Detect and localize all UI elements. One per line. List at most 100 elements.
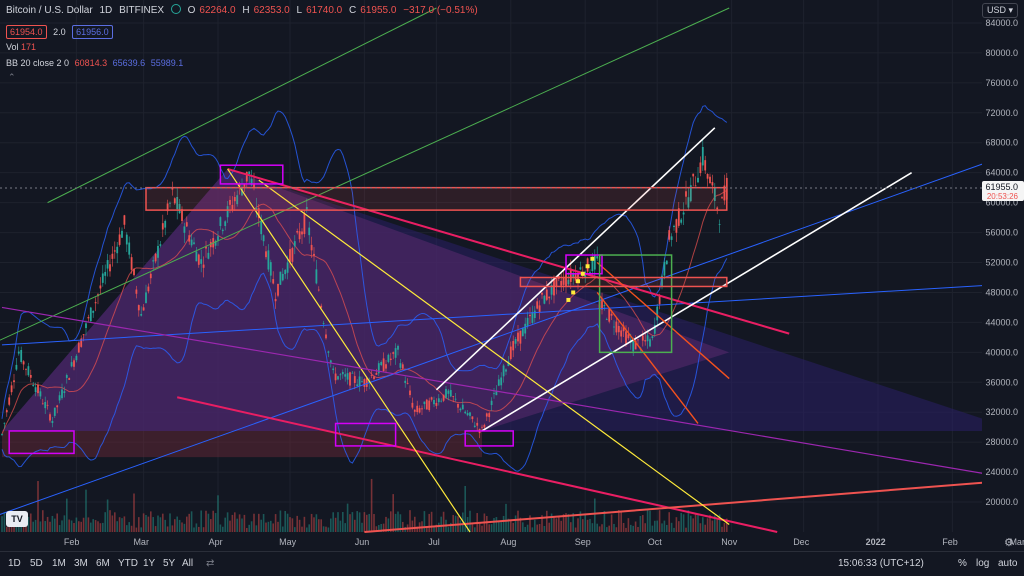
volume-bar: [380, 523, 382, 532]
candle-body: [195, 251, 198, 262]
volume-bar: [577, 518, 579, 532]
volume-bar: [154, 526, 157, 532]
volume-bar: [630, 524, 632, 532]
candle-body: [459, 408, 462, 411]
volume-bar: [176, 516, 178, 532]
volume-bar: [284, 510, 286, 532]
auto-toggle[interactable]: auto: [998, 558, 1018, 569]
volume-bar: [531, 527, 534, 532]
timeframe-5d[interactable]: 5D: [30, 558, 43, 569]
candle-body: [579, 267, 582, 270]
bollinger-legend[interactable]: BB 20 close 2 0 60814.3 65639.6 55989.1: [6, 58, 183, 68]
symbol-name[interactable]: Bitcoin / U.S. Dollar: [6, 5, 93, 16]
volume-bar: [726, 518, 728, 532]
candle-body: [601, 298, 603, 310]
volume-bars: [1, 478, 728, 532]
clock-time[interactable]: 15:06:33 (UTC+12): [838, 558, 924, 569]
volume-bar: [464, 485, 466, 532]
percent-toggle[interactable]: %: [958, 558, 967, 569]
candle-body: [49, 414, 51, 421]
timeframe-1y[interactable]: 1Y: [143, 558, 156, 569]
bid-button[interactable]: 61954.0: [6, 25, 47, 39]
tradingview-logo-icon[interactable]: TV: [6, 511, 28, 527]
candle-body: [101, 273, 104, 283]
candle-body: [464, 411, 467, 414]
goto-date-icon[interactable]: ⇄: [206, 558, 215, 569]
volume-bar: [459, 520, 462, 532]
volume-bar: [642, 515, 644, 532]
candle-body: [224, 221, 227, 227]
volume-bar: [697, 515, 699, 532]
volume-bar: [130, 525, 133, 532]
volume-bar: [658, 510, 661, 532]
pink-support-line: [176, 396, 778, 533]
volume-bar: [430, 511, 433, 532]
volume-bar: [526, 524, 529, 532]
candle-body: [430, 397, 433, 400]
settings-gear-icon[interactable]: ⚙: [1004, 536, 1014, 549]
collapse-legend-icon[interactable]: ⌃: [8, 72, 16, 82]
volume-bar: [51, 515, 54, 532]
currency-label: USD: [986, 5, 1006, 15]
ohlc-change: −317.0 (−0.51%): [403, 5, 478, 16]
time-axis-tick: Mar: [1009, 537, 1024, 547]
volume-bar: [514, 515, 517, 532]
candle-body: [243, 184, 246, 187]
volume-bar: [157, 515, 159, 532]
candle-body: [327, 351, 330, 353]
candle-body: [473, 425, 476, 428]
volume-bar: [596, 523, 598, 532]
volume-bar: [423, 511, 426, 532]
candle-body: [469, 412, 471, 416]
volume-bar: [128, 522, 130, 532]
time-axis-tick: Aug: [500, 537, 516, 547]
timeframe-6m[interactable]: 6M: [96, 558, 110, 569]
countdown-tag: 20:53:26: [987, 192, 1019, 201]
volume-bar: [193, 527, 195, 532]
time-axis-tick: Nov: [721, 537, 738, 547]
candle-body: [502, 365, 505, 377]
volume-bar: [133, 493, 135, 532]
candle-body: [13, 380, 15, 383]
interval-label[interactable]: 1D: [99, 5, 113, 16]
candle-body: [190, 239, 193, 246]
ask-button[interactable]: 61956.0: [72, 25, 113, 39]
candle-body: [589, 272, 591, 274]
timeframe-all[interactable]: All: [182, 558, 194, 569]
volume-bar: [253, 513, 255, 532]
timeframe-5y[interactable]: 5Y: [163, 558, 176, 569]
candle-body: [73, 360, 75, 367]
timeframe-1d[interactable]: 1D: [8, 558, 21, 569]
volume-bar: [286, 513, 289, 532]
volume-bar: [294, 527, 296, 532]
timeframe-ytd[interactable]: YTD: [118, 558, 138, 569]
volume-bar: [541, 515, 543, 532]
volume-bar: [618, 510, 620, 532]
candle-body: [545, 289, 548, 300]
price-axis-tick: 44000.0: [985, 317, 1018, 327]
candle-body: [301, 231, 303, 235]
candle-body: [152, 260, 155, 262]
volume-bar: [70, 520, 73, 532]
candle-body: [497, 379, 500, 386]
volume-legend[interactable]: Vol 171: [6, 42, 36, 52]
candle-body: [709, 176, 711, 184]
currency-select[interactable]: USD ▾: [981, 3, 1018, 18]
candle-body: [322, 323, 325, 324]
candle-body: [89, 307, 92, 322]
candle-body: [721, 197, 723, 199]
timeframe-1m[interactable]: 1M: [52, 558, 66, 569]
candle-body: [529, 314, 531, 317]
candle-body: [543, 295, 546, 304]
candle-body: [281, 273, 284, 281]
volume-bar: [414, 516, 416, 532]
candle-body: [22, 361, 25, 365]
log-toggle[interactable]: log: [976, 558, 990, 569]
candle-body: [593, 255, 596, 270]
candle-body: [538, 305, 541, 313]
timeframe-3m[interactable]: 3M: [74, 558, 88, 569]
volume-bar: [229, 520, 231, 532]
volume-bar: [687, 510, 690, 532]
volume-bar: [222, 526, 224, 532]
